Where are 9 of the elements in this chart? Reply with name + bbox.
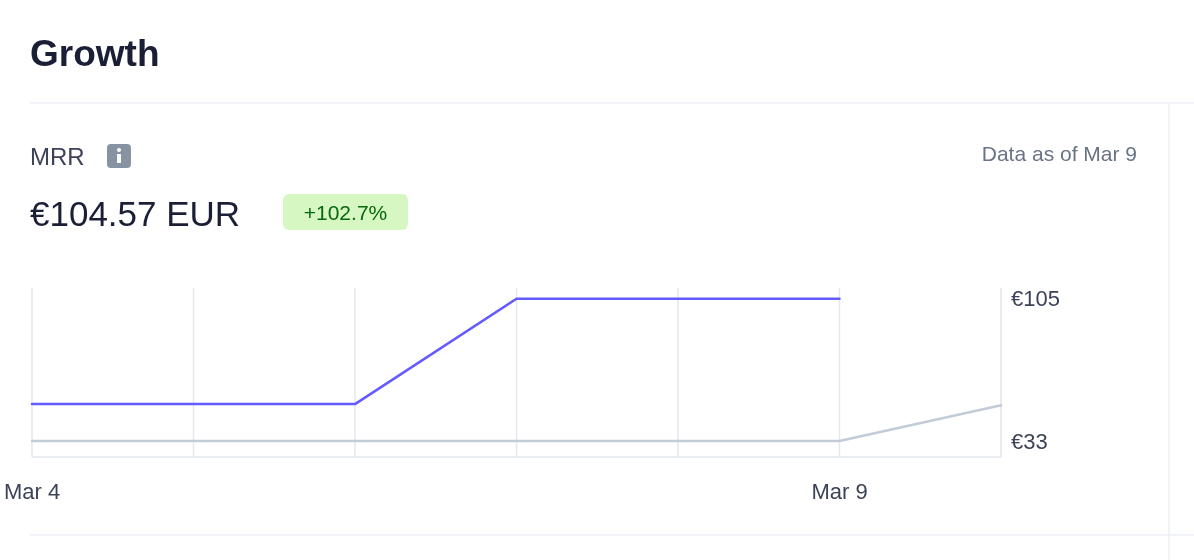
text: +102.7%	[303, 201, 388, 224]
x-tick-label: Mar 9	[811, 479, 868, 504]
chart-title: Growth	[30, 33, 160, 74]
y-tick-label: €105	[1011, 285, 1060, 311]
y-tick-label: €33	[1011, 428, 1048, 454]
x-tick-label: Mar 4	[3, 479, 61, 504]
text: €104.57 EUR	[30, 194, 241, 233]
chart-subtitle: MRR	[30, 143, 85, 170]
text: Data as of Mar 9	[981, 142, 1137, 165]
